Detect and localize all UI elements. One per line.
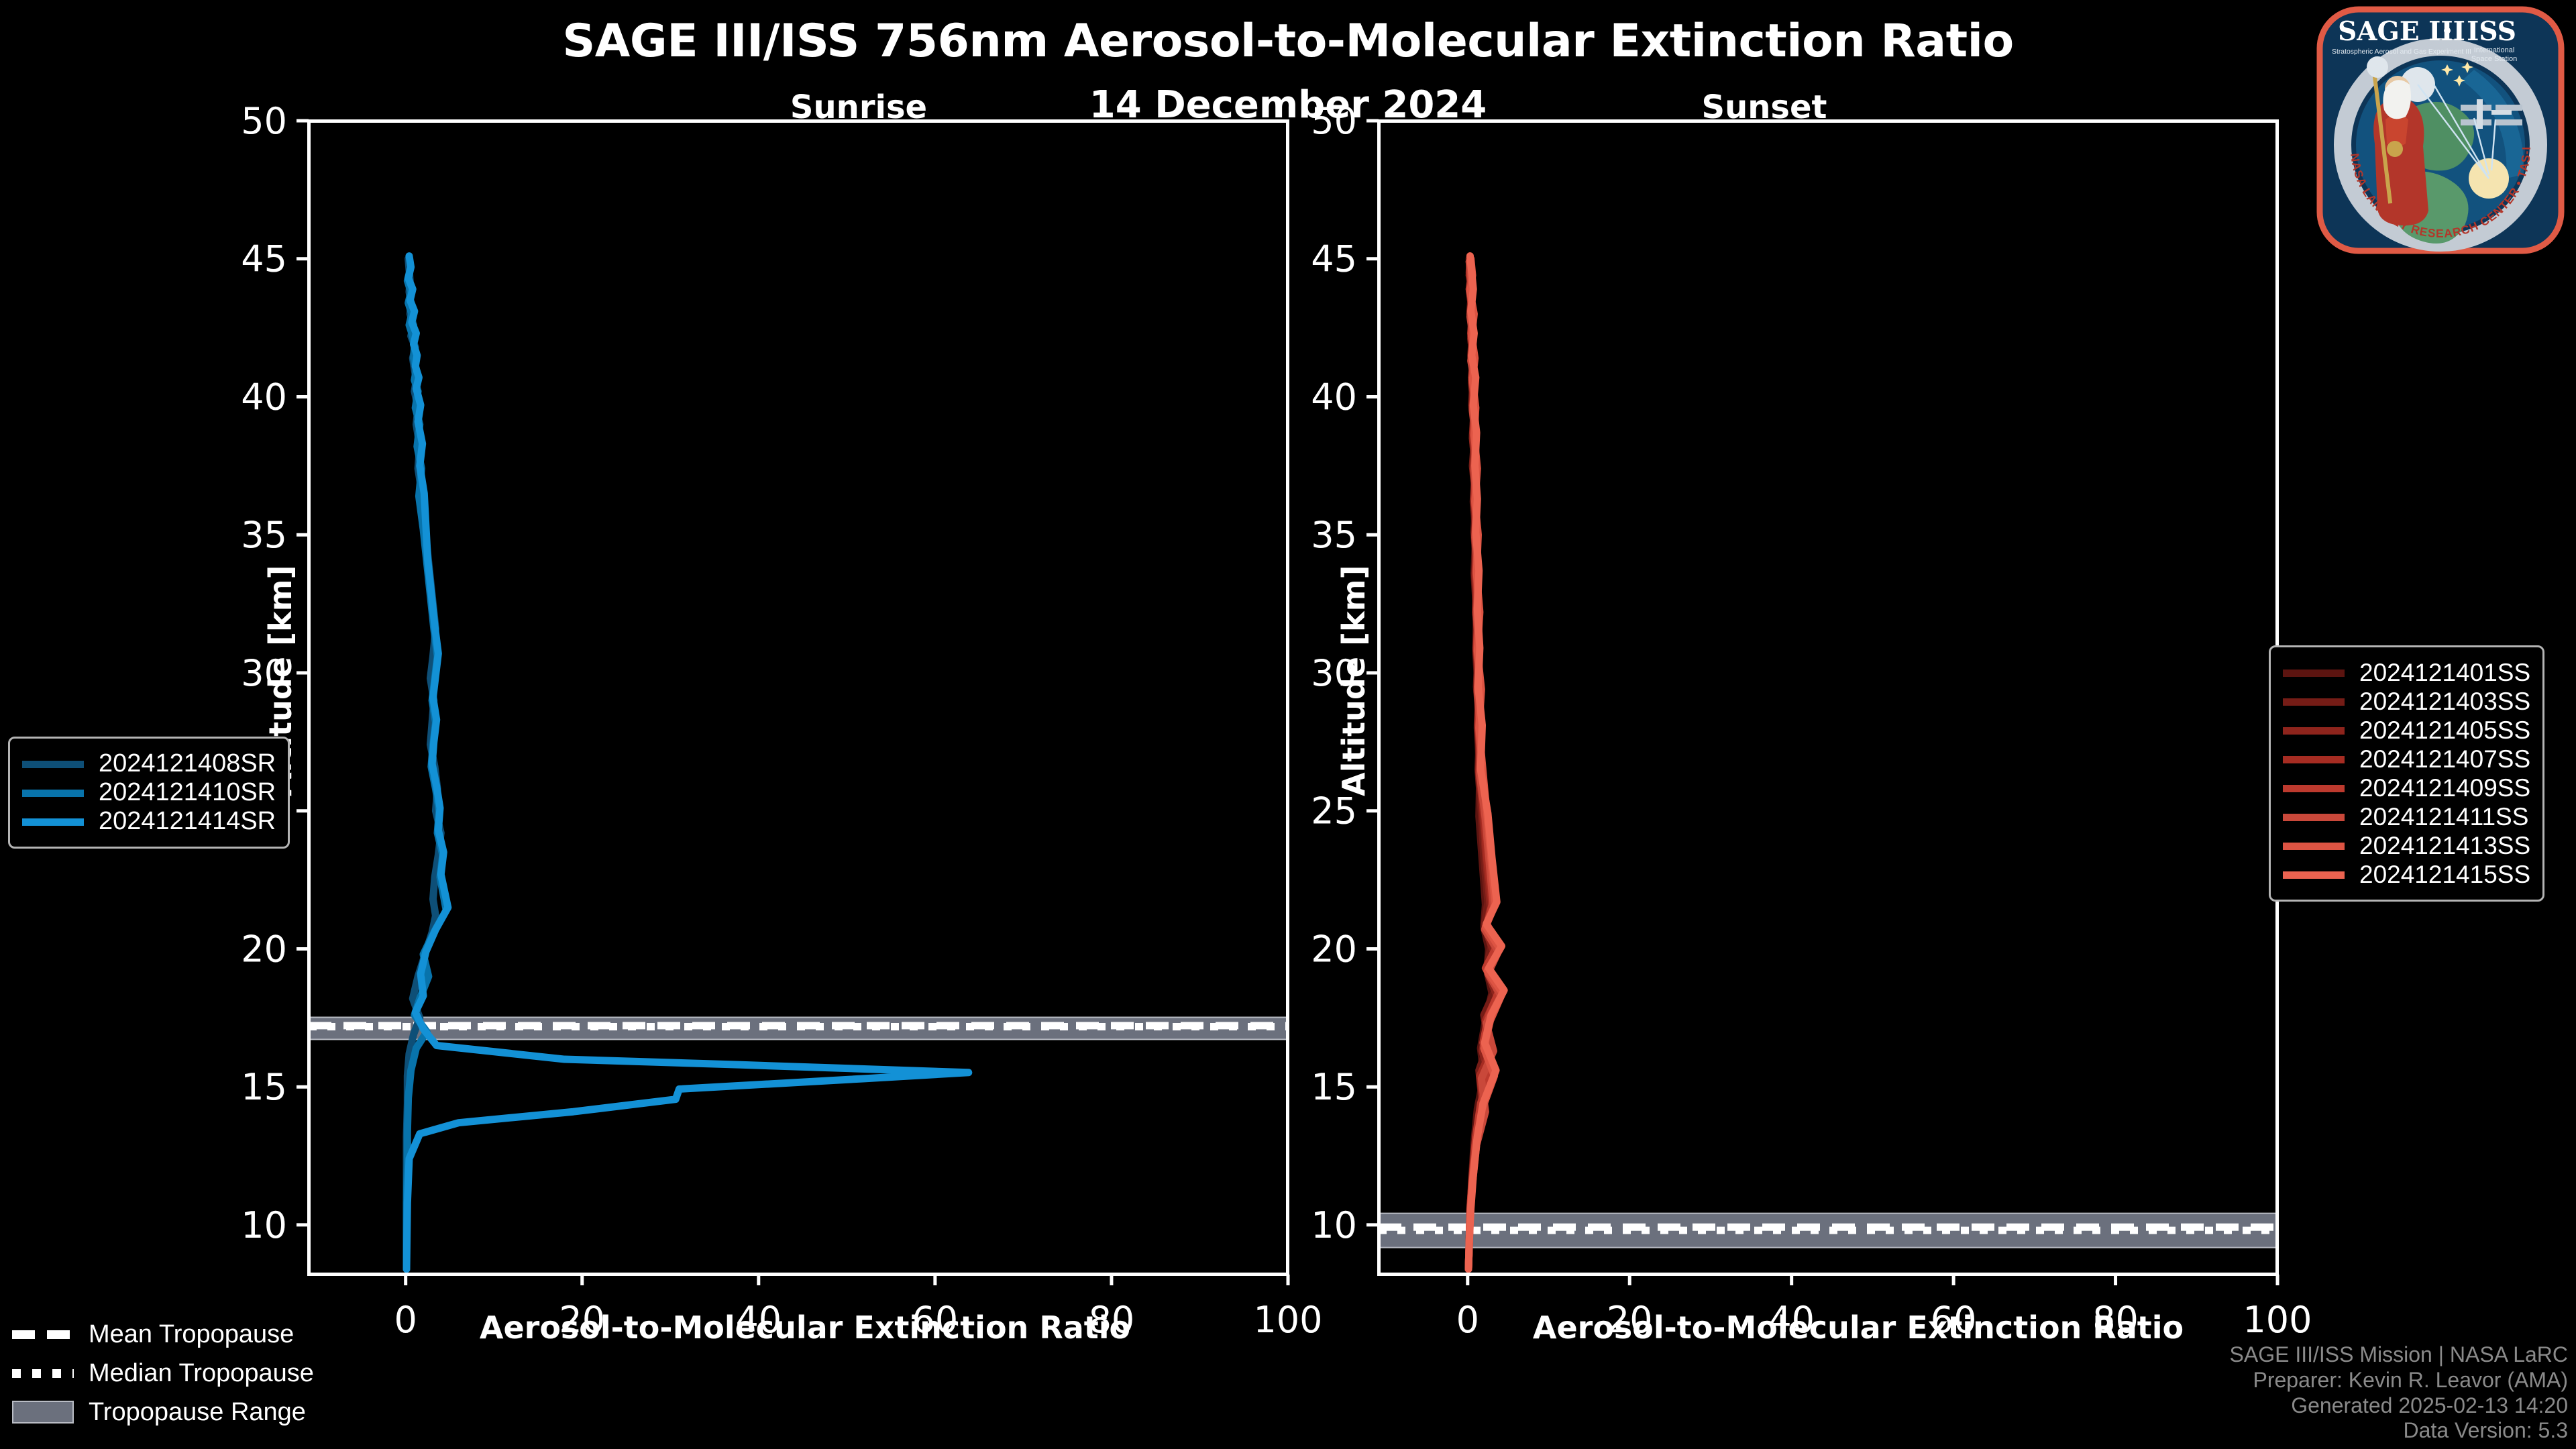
star-icon [2441, 64, 2453, 76]
yaxis-tick-label: 45 [241, 238, 287, 280]
xaxis-tick-label: 60 [912, 1299, 959, 1341]
xaxis-tick-label: 80 [1089, 1299, 1135, 1341]
xaxis-title-sunrise: Aerosol-to-Molecular Extinction Ratio [479, 1309, 1131, 1346]
yaxis-tick-label: 20 [241, 928, 287, 970]
legend-sunrise-item: 2024121410SR [22, 778, 276, 807]
legend-sunset-item: 2024121401SS [2283, 658, 2530, 687]
legend-tropopause: Mean Tropopause Median Tropopause Tropop… [12, 1315, 314, 1432]
xaxis-tick-label: 80 [2092, 1299, 2139, 1341]
legend-sunrise-item: 2024121414SR [22, 807, 276, 836]
yaxis-tick-label: 25 [1311, 790, 1357, 833]
xaxis-tick-label: 40 [1768, 1299, 1815, 1341]
legend-sunset-label: 2024121415SS [2359, 860, 2531, 888]
yaxis-tick-label: 50 [1311, 100, 1357, 142]
legend-sunset-item: 2024121409SS [2283, 773, 2530, 802]
legend-sunrise-label: 2024121408SR [99, 749, 276, 777]
profile-line [402, 266, 450, 1273]
legend-sunrise: 2024121408SR 2024121410SR 2024121414SR [8, 737, 290, 849]
yaxis-tick-label: 30 [241, 652, 287, 694]
legend-label-tropopause-range: Tropopause Range [89, 1397, 306, 1426]
star-icon [2453, 75, 2465, 87]
profile-line [1464, 252, 1508, 1273]
iss-station-icon [2461, 99, 2522, 129]
legend-item-mean-tropopause: Mean Tropopause [12, 1315, 314, 1354]
legend-sunrise-label: 2024121410SR [99, 778, 276, 806]
patch-subtitle-left: Stratospheric Aerosol and Gas Experiment… [2332, 48, 2471, 56]
legend-sunset-item: 2024121405SS [2283, 716, 2530, 745]
patch-title-right: ISS [2467, 16, 2516, 47]
xaxis-tick-label: 100 [2243, 1299, 2312, 1341]
yaxis-tick-label: 20 [1311, 928, 1357, 970]
footer-line-data-version: Data Version: 5.3 [2403, 1418, 2568, 1443]
profile-line [402, 252, 973, 1273]
footer-line-generated: Generated 2025-02-13 14:20 [2291, 1393, 2568, 1417]
line-of-sight [2432, 84, 2490, 179]
yaxis-tick-label: 40 [1311, 376, 1357, 418]
legend-sunset-label: 2024121411SS [2359, 802, 2529, 830]
dashed-line-icon [12, 1330, 74, 1339]
xaxis-tick-label: 60 [1931, 1299, 1977, 1341]
xaxis-tick-label: 0 [1456, 1299, 1479, 1341]
patch-title-dot: • [2440, 18, 2454, 45]
patch-subtitle-right-2: Space Station [2471, 55, 2518, 63]
yaxis-tick-label: 10 [1311, 1204, 1357, 1246]
yaxis-tick-label: 35 [241, 514, 287, 556]
yaxis-tick-label: 35 [1311, 514, 1357, 556]
legend-sunset-item: 2024121415SS [2283, 860, 2530, 889]
legend-sunset-label: 2024121409SS [2359, 773, 2531, 802]
legend-sunset-label: 2024121401SS [2359, 658, 2531, 686]
legend-sunrise-label: 2024121414SR [99, 807, 276, 835]
legend-sunset-item: 2024121403SS [2283, 687, 2530, 716]
star-icon [2461, 62, 2473, 73]
xaxis-tick-label: 20 [559, 1299, 605, 1341]
legend-sunset-item: 2024121407SS [2283, 745, 2530, 773]
legend-label-median-tropopause: Median Tropopause [89, 1358, 314, 1387]
yaxis-title-sunset: Altitude [km] [1336, 565, 1372, 796]
legend-sunset: 2024121401SS 2024121403SS 2024121405SS 2024… [2269, 645, 2545, 902]
xaxis-tick-label: 40 [735, 1299, 782, 1341]
plot-frame [307, 119, 1289, 1276]
yaxis-tick-label: 30 [1311, 652, 1357, 694]
legend-sunset-label: 2024121405SS [2359, 716, 2531, 744]
legend-sunrise-item: 2024121408SR [22, 749, 276, 778]
patch-subtitle-right-1: International [2474, 46, 2515, 54]
legend-sunset-item: 2024121411SS [2283, 802, 2530, 831]
plot-sunset-svg: 0 20 40 60 80 100 10 15 20 25 30 35 40 45 50 [1311, 100, 2312, 1341]
yaxis-tick-label: 10 [241, 1204, 287, 1246]
terminator-shading [2462, 70, 2524, 178]
legend-label-mean-tropopause: Mean Tropopause [89, 1320, 294, 1348]
xaxis-tick-label: 0 [394, 1299, 417, 1341]
footer-credits: SAGE III/ISS Mission | NASA LaRC Prepare… [2230, 1342, 2568, 1444]
yaxis-tick-label: 45 [1311, 238, 1357, 280]
xaxis-tick-label: 100 [1253, 1299, 1322, 1341]
patch-title-left: SAGE III [2338, 16, 2465, 47]
xaxis-title-sunset: Aerosol-to-Molecular Extinction Ratio [1532, 1309, 2184, 1346]
legend-sunset-label: 2024121403SS [2359, 687, 2531, 715]
plot-sunset: 0 20 40 60 80 100 10 15 20 25 30 35 40 45 50 [1311, 100, 2312, 1341]
dotted-line-icon [12, 1368, 74, 1378]
legend-sunset-item: 2024121413SS [2283, 831, 2530, 860]
yaxis-tick-label: 15 [241, 1066, 287, 1108]
xaxis-tick-label: 20 [1607, 1299, 1653, 1341]
line-of-sight [2417, 84, 2489, 179]
footer-line-mission: SAGE III/ISS Mission | NASA LaRC [2229, 1342, 2568, 1366]
legend-sunset-label: 2024121407SS [2359, 745, 2531, 773]
line-of-sight [2473, 117, 2490, 175]
filled-rect-icon [12, 1401, 74, 1424]
plot-frame [1377, 119, 2279, 1276]
yaxis-tick-label: 15 [1311, 1066, 1357, 1108]
footer-line-preparer: Preparer: Kevin R. Leavor (AMA) [2253, 1367, 2569, 1392]
legend-item-tropopause-range: Tropopause Range [12, 1393, 314, 1432]
sage-figure-icon [2367, 56, 2428, 226]
line-of-sight [2490, 119, 2497, 171]
legend-sunset-label: 2024121413SS [2359, 831, 2531, 859]
sage3-iss-mission-patch-logo: SAGE III • ISS Stratospheric Aerosol and Ga… [2311, 0, 2565, 255]
yaxis-tick-label: 50 [241, 100, 287, 142]
yaxis-tick-label: 40 [241, 376, 287, 418]
page-title: SAGE III/ISS 756nm Aerosol-to-Molecular … [562, 15, 2014, 68]
legend-item-median-tropopause: Median Tropopause [12, 1354, 314, 1393]
